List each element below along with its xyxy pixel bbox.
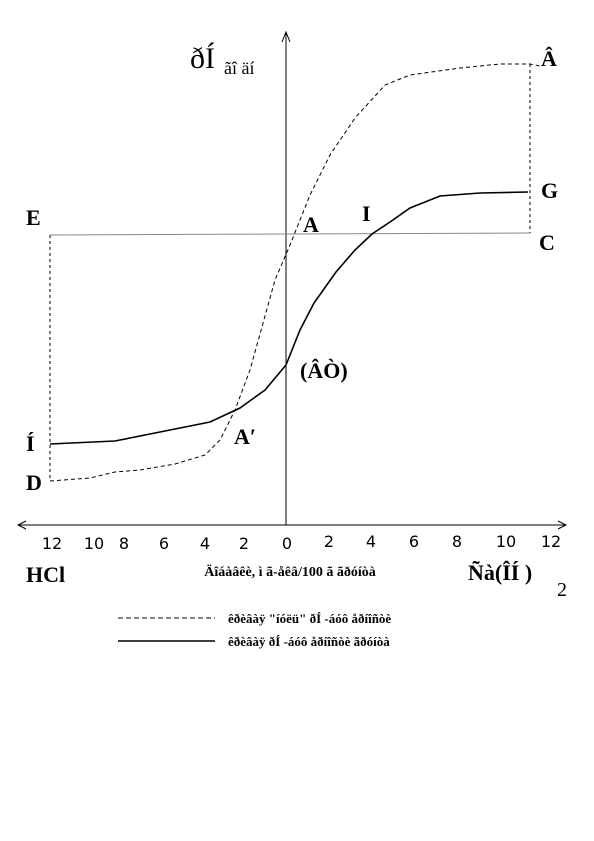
y-label: ðÍ: [190, 42, 215, 75]
x-right: Ñà(ÎÍ ): [468, 560, 532, 585]
legend-entry: êðèâàÿ ðÍ -áóô åðíîñòè ãðóíòà: [228, 634, 390, 649]
point-label: Í: [26, 431, 35, 456]
point-label: A: [303, 212, 319, 237]
tick-label: 6: [409, 532, 419, 551]
tick-label: 12: [42, 534, 62, 553]
y-label-sub: ãî äí: [224, 58, 254, 78]
guide-e-c: [49, 232, 531, 236]
tick-label: 10: [496, 532, 516, 551]
tick-label: 8: [452, 532, 462, 551]
tick-label: 2: [239, 534, 249, 553]
x-right-sub: 2: [557, 579, 567, 601]
tick-label: 2: [324, 532, 334, 551]
tick-label: 4: [366, 532, 376, 551]
y-arrow: [281, 30, 291, 43]
x-arrows: [16, 520, 568, 530]
soil-curve: [49, 191, 529, 445]
point-label: (ÂÒ): [300, 358, 348, 383]
point-label: G: [541, 178, 558, 203]
tick-label: 0: [282, 534, 292, 553]
zero-curve: [49, 63, 541, 482]
tick-label: 10: [84, 534, 104, 553]
tick-label: 4: [200, 534, 210, 553]
x-left: HCl: [26, 562, 65, 587]
x-label: Äîáàâêè, ì ã-åêâ/100 ã ãðóíòà: [204, 564, 375, 580]
point-label: A′: [234, 424, 256, 449]
tick-label: 12: [541, 532, 561, 551]
point-label: Â: [541, 46, 557, 71]
point-label: D: [26, 470, 42, 495]
point-label: E: [26, 205, 41, 230]
tick-label: 6: [159, 534, 169, 553]
point-label: C: [539, 230, 555, 255]
legend-entry: êðèâàÿ "íóëü" ðÍ -áóô åðíîñòè: [228, 611, 391, 626]
point-label: I: [362, 201, 371, 226]
tick-label: 8: [119, 534, 129, 553]
